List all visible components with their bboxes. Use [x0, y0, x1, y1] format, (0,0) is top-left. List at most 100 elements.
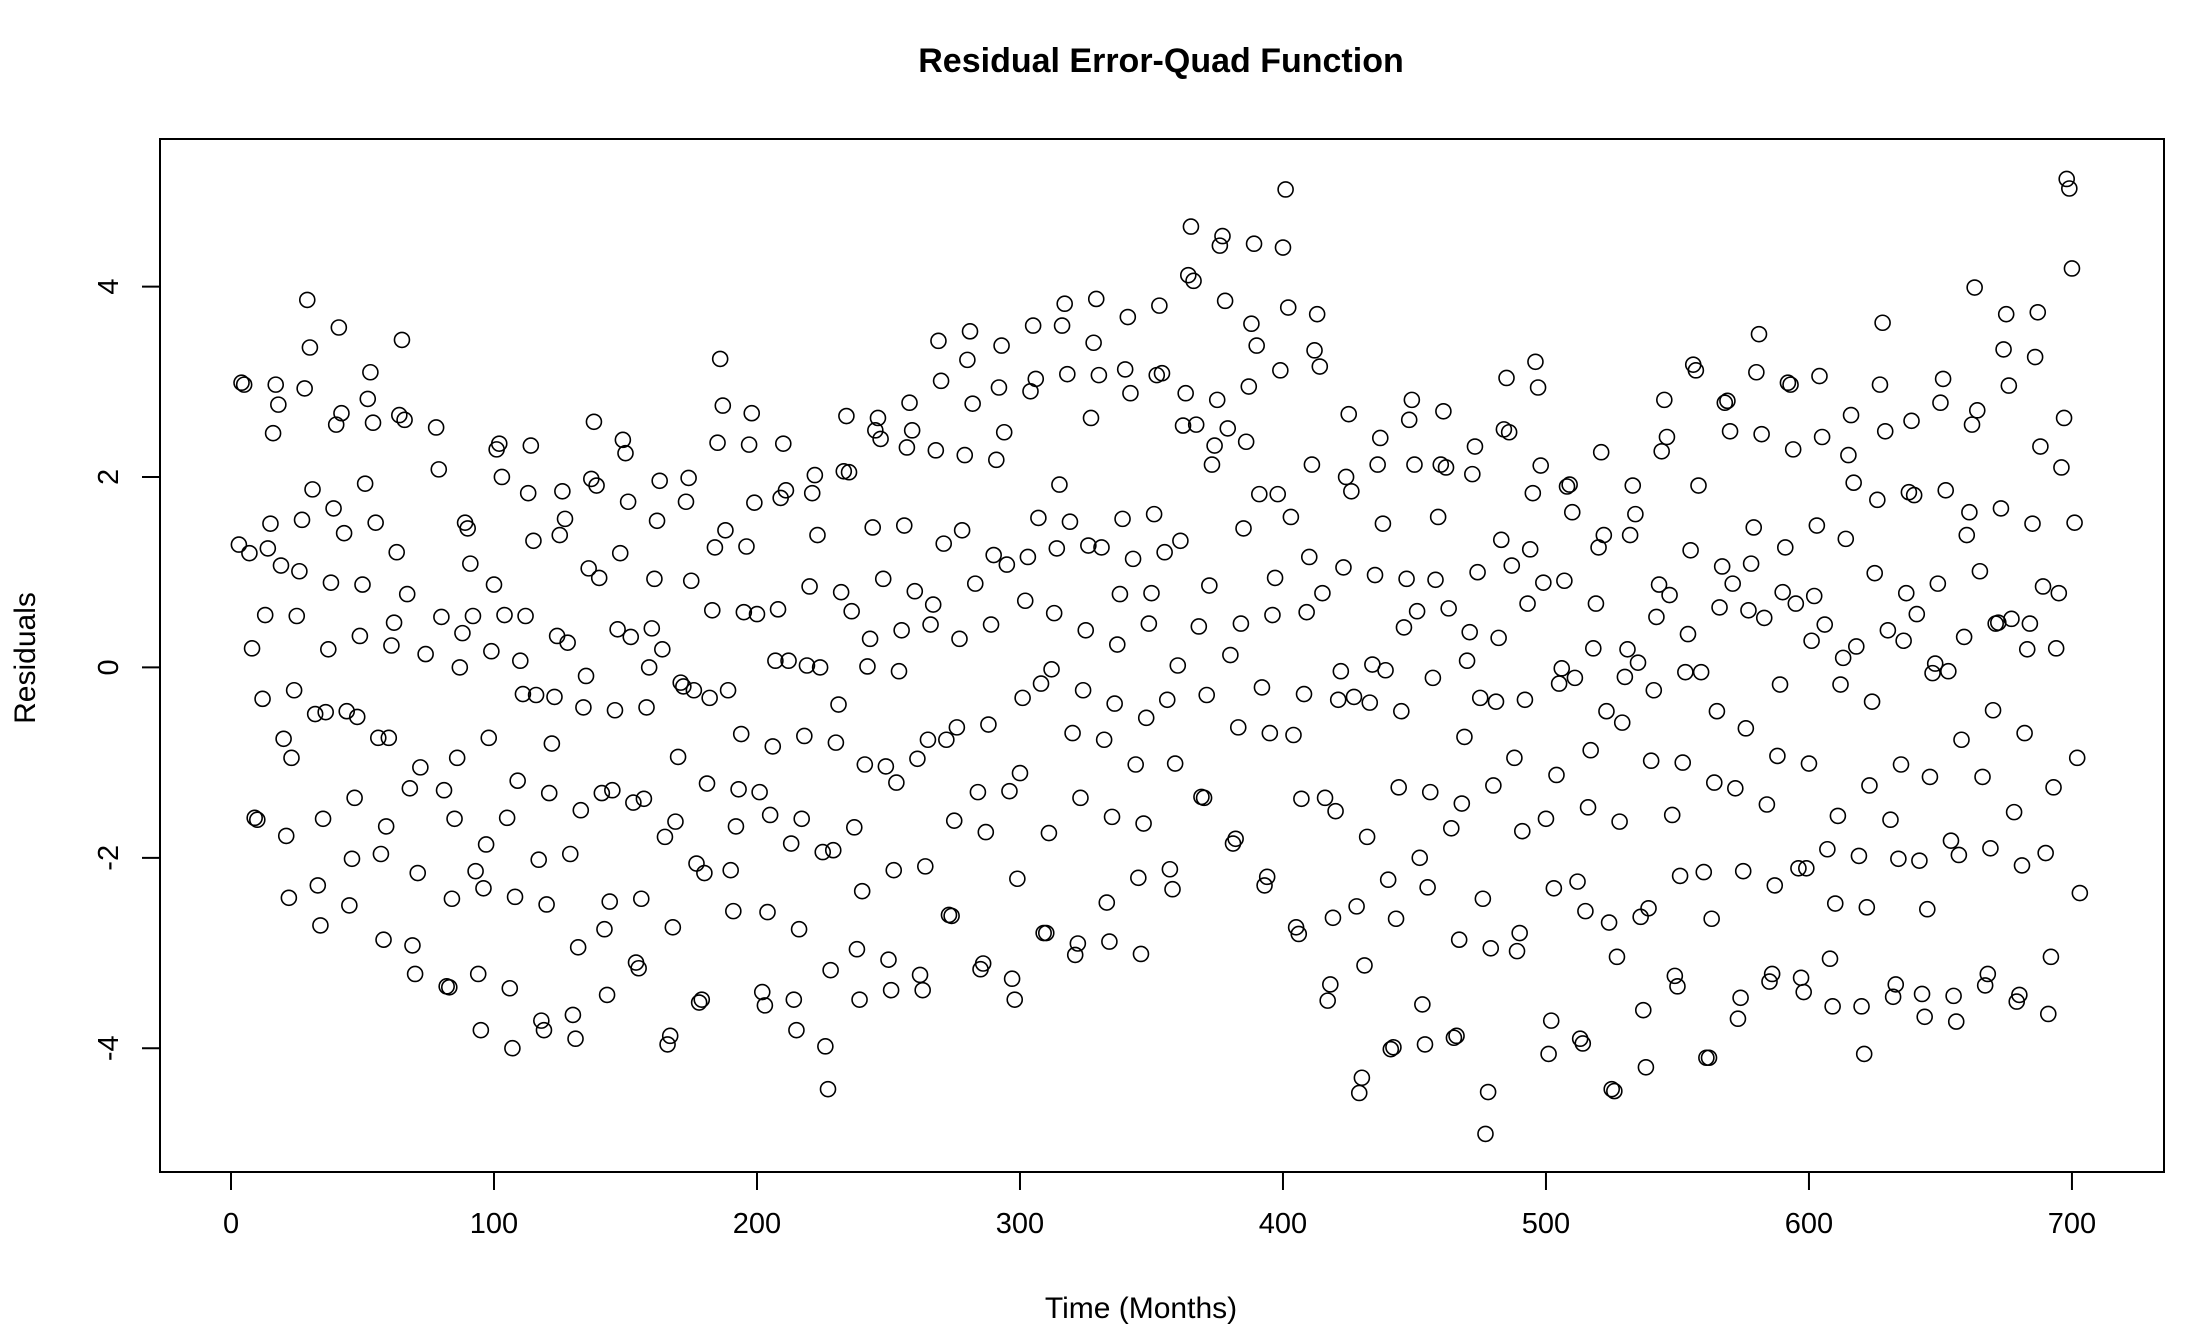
data-point	[722, 861, 739, 879]
data-point	[320, 641, 337, 658]
data-point	[1908, 605, 1926, 623]
data-point	[1687, 362, 1705, 379]
data-point	[585, 413, 603, 431]
data-point	[895, 517, 913, 534]
data-point	[459, 520, 477, 537]
data-point	[480, 729, 498, 747]
data-point	[1879, 621, 1897, 639]
data-point	[1587, 595, 1605, 612]
data-point	[1177, 384, 1194, 402]
data-point	[1421, 783, 1439, 801]
data-point	[1545, 879, 1563, 897]
data-point	[1303, 456, 1321, 473]
data-point	[1179, 266, 1197, 284]
data-point	[822, 961, 839, 979]
data-point	[2039, 1005, 2057, 1023]
data-point	[435, 781, 453, 799]
data-point	[1887, 976, 1905, 993]
data-point	[1198, 686, 1216, 704]
data-point	[348, 708, 366, 726]
data-point	[1114, 510, 1131, 528]
data-point	[362, 363, 379, 381]
data-point	[711, 350, 729, 368]
data-point	[233, 374, 250, 392]
data-point	[446, 810, 463, 828]
data-point	[1385, 1038, 1402, 1056]
data-point	[1387, 910, 1405, 928]
data-point	[1116, 361, 1134, 378]
data-point	[1382, 1040, 1400, 1058]
y-tick-label: 0	[93, 659, 125, 675]
data-point	[1366, 566, 1384, 584]
data-point	[1895, 632, 1912, 650]
data-point	[1945, 987, 1962, 1005]
data-point	[1358, 828, 1376, 846]
data-point	[1516, 691, 1534, 709]
data-point	[1603, 1080, 1621, 1098]
data-point	[930, 332, 947, 350]
data-point	[696, 864, 713, 882]
data-point	[688, 855, 705, 872]
data-point	[1214, 227, 1231, 245]
data-point	[1808, 517, 1826, 534]
data-point	[1755, 609, 1773, 627]
data-point	[1406, 456, 1423, 473]
data-point	[1474, 890, 1492, 908]
data-point	[451, 659, 469, 676]
data-point	[622, 628, 640, 646]
data-point	[538, 896, 555, 913]
data-point	[1703, 910, 1720, 928]
data-point	[509, 772, 526, 789]
data-point	[338, 702, 356, 720]
data-point	[514, 685, 532, 703]
data-point	[1253, 679, 1271, 696]
data-point	[1782, 376, 1799, 393]
data-point	[974, 955, 992, 972]
data-point	[1666, 967, 1684, 985]
data-point	[1976, 977, 1994, 994]
data-point	[898, 439, 916, 456]
data-point	[1343, 482, 1360, 500]
data-point	[506, 888, 524, 906]
data-point	[427, 419, 445, 436]
data-point	[1009, 870, 1026, 888]
data-point	[285, 681, 303, 699]
data-point	[1411, 849, 1429, 867]
data-point	[1398, 570, 1415, 588]
data-point	[882, 981, 900, 999]
data-point	[1087, 290, 1105, 308]
x-tick-label: 300	[996, 1208, 1044, 1240]
data-point	[746, 494, 763, 511]
data-point	[1371, 429, 1389, 447]
data-point	[835, 462, 853, 480]
data-point	[909, 750, 926, 768]
data-point	[2011, 986, 2028, 1004]
data-point	[351, 627, 369, 645]
data-point	[2045, 779, 2062, 796]
data-point	[1274, 239, 1292, 256]
data-point	[393, 331, 411, 349]
data-point	[1322, 976, 1339, 993]
data-point	[654, 641, 671, 658]
data-point	[1637, 1058, 1655, 1076]
data-point	[364, 414, 382, 432]
data-point	[322, 574, 340, 591]
data-point	[980, 716, 997, 733]
data-point	[1032, 675, 1050, 692]
data-point	[1905, 486, 1923, 504]
data-point	[1245, 235, 1263, 253]
data-point	[1790, 859, 1807, 877]
data-point	[709, 434, 726, 452]
data-point	[682, 572, 700, 590]
data-point	[1216, 292, 1234, 310]
x-tick-label: 500	[1522, 1208, 1570, 1240]
data-point	[1550, 675, 1568, 692]
data-point	[1374, 515, 1392, 532]
data-point	[1658, 428, 1676, 446]
data-point	[530, 851, 548, 869]
data-point	[469, 965, 487, 983]
data-point	[1779, 374, 1797, 392]
data-point	[1435, 402, 1452, 420]
data-point	[1332, 662, 1350, 680]
data-point	[1419, 879, 1436, 896]
